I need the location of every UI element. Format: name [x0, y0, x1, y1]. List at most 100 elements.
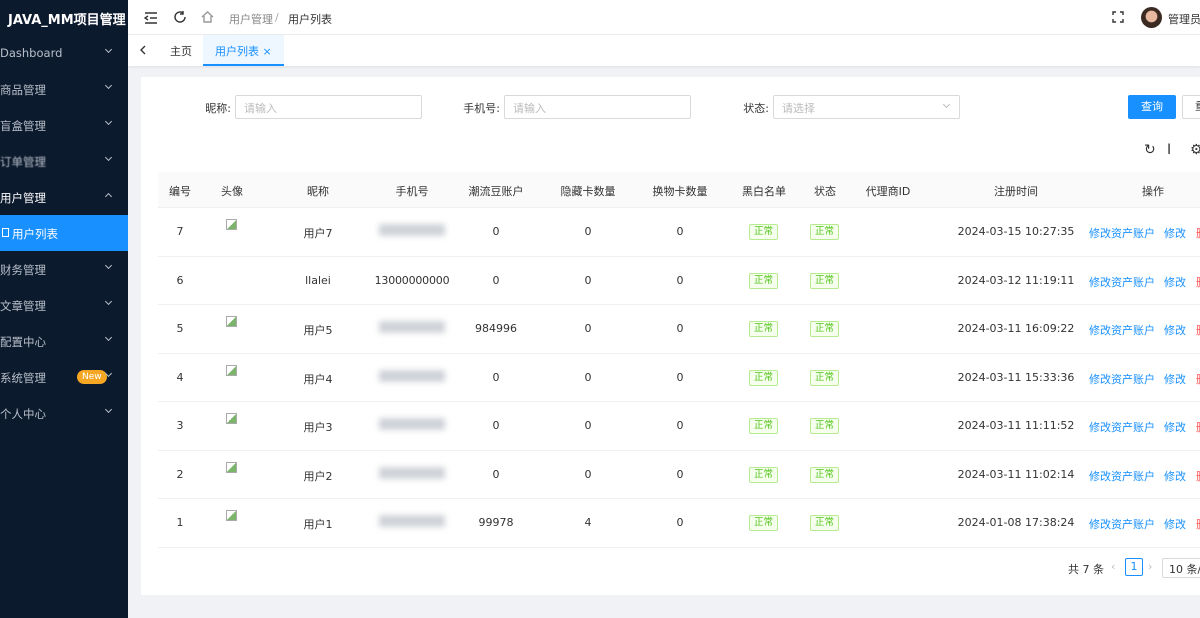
table-row: [158, 451, 1200, 499]
action-link[interactable]: 修改资产账户: [1089, 469, 1155, 483]
action-link[interactable]: 修改: [1164, 227, 1186, 240]
content-card: 昵称:请输入手机号:请输入状态:请选择查询重置↻I⚙编号头像昵称手机号潮流豆账户…: [141, 77, 1200, 595]
action-link[interactable]: 修改: [1164, 275, 1186, 289]
field-label: 昵称:: [205, 102, 231, 115]
action-link[interactable]: 修改: [1164, 372, 1186, 386]
menu-arrow: [104, 333, 113, 342]
avatar-image: [226, 461, 237, 473]
column-header: 代理商ID: [865, 185, 911, 198]
phone-masked: [379, 418, 445, 430]
cell: 4: [584, 516, 592, 529]
table-row: [158, 305, 1200, 354]
column-header: 换物卡数量: [652, 185, 708, 198]
action-link[interactable]: 删除: [1196, 516, 1200, 532]
user-name[interactable]: 管理员: [1168, 13, 1200, 26]
action-link[interactable]: 删除: [1196, 225, 1200, 241]
action-link[interactable]: 修改资产账户: [1089, 275, 1155, 289]
menu-item[interactable]: 盲盒管理: [0, 107, 128, 143]
menu-item[interactable]: 用户管理: [0, 179, 128, 215]
menu-item[interactable]: 系统管理 New: [0, 359, 128, 395]
action-link[interactable]: 修改资产账户: [1089, 227, 1155, 240]
table-row: [158, 402, 1200, 451]
menu-item[interactable]: 个人中心: [0, 395, 128, 431]
menu-item[interactable]: 文章管理: [0, 287, 128, 323]
toolbar-icon[interactable]: I: [1167, 142, 1172, 158]
column-header: 操作: [1142, 185, 1164, 198]
cell: 0: [584, 273, 592, 287]
tab[interactable]: 主页: [158, 35, 204, 66]
top-bar: 用户管理 / 用户列表 管理员: [128, 0, 1200, 35]
action-link[interactable]: 删除: [1196, 371, 1200, 387]
tab-prev[interactable]: [139, 45, 147, 55]
column-header: 手机号: [395, 185, 429, 198]
cell: 2024-03-11 16:09:22: [957, 322, 1075, 335]
cell: 13000000000: [374, 273, 450, 287]
page-next[interactable]: ›: [1148, 560, 1153, 573]
cell: 0: [492, 467, 500, 481]
tab[interactable]: 用户列表 ×: [203, 35, 284, 66]
menu-arrow: [104, 192, 113, 201]
page-current[interactable]: 1: [1125, 558, 1143, 576]
pagination-total: 共 7 条: [1068, 563, 1104, 576]
collapse-icon[interactable]: [144, 11, 158, 25]
action-link[interactable]: 删除: [1196, 419, 1200, 435]
table-header: [158, 172, 1200, 208]
menu-item[interactable]: 商品管理: [0, 71, 128, 107]
phone-masked: [379, 369, 445, 382]
cell: 0: [584, 225, 592, 238]
input[interactable]: 请输入: [235, 95, 422, 119]
field-label: 手机号:: [463, 102, 500, 115]
action-link[interactable]: 删除: [1196, 274, 1200, 290]
cell: 0: [584, 419, 592, 432]
action-link[interactable]: 修改: [1164, 469, 1186, 483]
cell: 0: [676, 322, 684, 335]
app-title: JAVA_MM项目管理: [8, 13, 126, 28]
action-link[interactable]: 删除: [1196, 468, 1200, 484]
action-link[interactable]: 修改: [1164, 421, 1186, 434]
page-size[interactable]: 10 条/页: [1162, 558, 1200, 578]
status-tag: 正常: [810, 272, 840, 289]
menu-item[interactable]: 用户列表: [0, 215, 128, 251]
tab-close[interactable]: ×: [259, 45, 272, 58]
search-button[interactable]: 查询: [1128, 95, 1176, 119]
menu-label: 文章管理: [0, 299, 46, 313]
placeholder: 请输入: [513, 102, 546, 115]
refresh-icon[interactable]: [173, 10, 187, 24]
action-link[interactable]: 删除: [1196, 322, 1200, 338]
action-link[interactable]: 修改资产账户: [1089, 518, 1155, 531]
tab-label: 用户列表: [215, 45, 259, 58]
menu-item[interactable]: 配置中心: [0, 323, 128, 359]
cell: 0: [676, 273, 684, 287]
status-tag: 正常: [749, 466, 779, 483]
menu-label: 财务管理: [0, 263, 46, 277]
cell: 用户5: [303, 324, 333, 337]
field-label: 状态:: [743, 102, 769, 115]
menu-arrow: [104, 45, 113, 54]
badge: New: [77, 370, 107, 384]
menu-item[interactable]: 财务管理: [0, 251, 128, 287]
menu-item[interactable]: Dashboard: [0, 35, 128, 71]
action-link[interactable]: 修改资产账户: [1089, 372, 1155, 386]
toolbar-icon[interactable]: ↻: [1144, 142, 1156, 158]
avatar[interactable]: [1141, 7, 1162, 28]
input[interactable]: 请输入: [504, 95, 691, 119]
cell: 用户3: [303, 421, 333, 434]
input[interactable]: 请选择: [773, 95, 960, 119]
cell: 用户7: [303, 227, 333, 240]
breadcrumb[interactable]: 用户管理: [229, 13, 273, 26]
home-icon[interactable]: [201, 11, 214, 23]
reset-button[interactable]: 重置: [1182, 95, 1200, 119]
page-prev[interactable]: ‹: [1111, 560, 1116, 573]
cell: 2024-01-08 17:38:24: [957, 516, 1075, 529]
action-link[interactable]: 修改资产账户: [1089, 324, 1155, 337]
avatar-image: [226, 510, 237, 521]
toolbar-icon[interactable]: ⚙: [1190, 142, 1200, 158]
fullscreen-icon[interactable]: [1112, 11, 1124, 23]
phone-masked: [379, 466, 445, 479]
cell: 0: [492, 370, 500, 384]
action-link[interactable]: 修改: [1164, 324, 1186, 337]
action-link[interactable]: 修改: [1164, 518, 1186, 531]
menu-icon: [2, 228, 9, 237]
action-link[interactable]: 修改资产账户: [1089, 421, 1155, 434]
menu-item[interactable]: 订单管理: [0, 143, 128, 179]
